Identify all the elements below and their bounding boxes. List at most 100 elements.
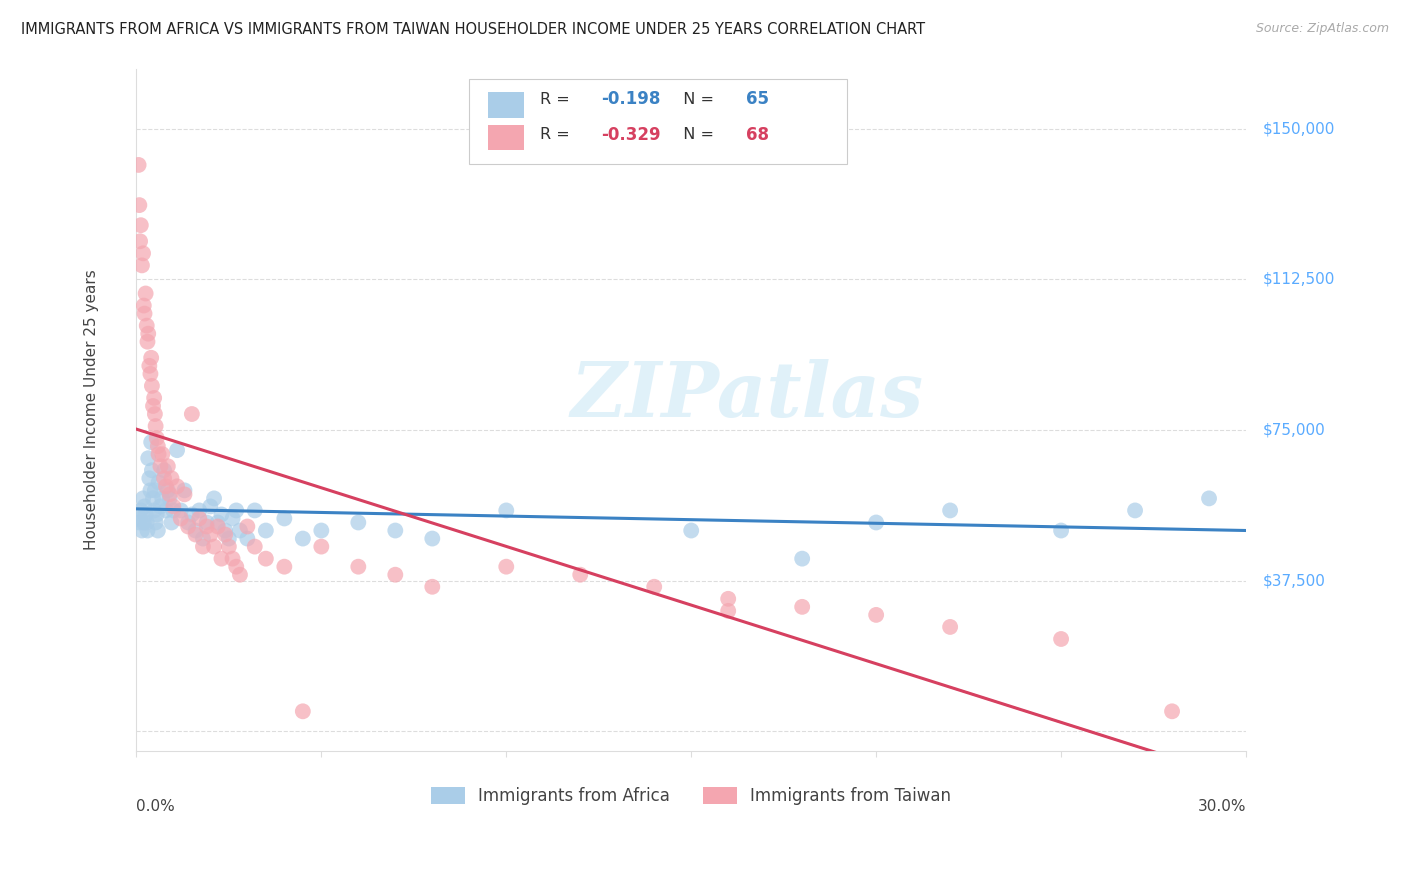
Point xyxy=(225,503,247,517)
Point xyxy=(173,483,195,498)
Point xyxy=(146,439,169,453)
Point xyxy=(145,431,167,445)
Point xyxy=(146,524,169,538)
Point xyxy=(170,503,193,517)
Point xyxy=(132,491,155,506)
Point xyxy=(177,516,200,530)
Point xyxy=(141,435,163,450)
Point xyxy=(139,483,162,498)
Point xyxy=(384,524,406,538)
Legend: Immigrants from Africa, Immigrants from Taiwan: Immigrants from Africa, Immigrants from … xyxy=(425,780,957,812)
Point xyxy=(143,483,166,498)
Point xyxy=(681,524,703,538)
Point xyxy=(384,567,406,582)
Point xyxy=(143,503,166,517)
Point xyxy=(643,580,665,594)
Point xyxy=(865,516,887,530)
Point xyxy=(236,532,259,546)
Point xyxy=(236,519,259,533)
Point xyxy=(132,299,155,313)
Point xyxy=(129,511,152,525)
Point xyxy=(1123,503,1146,517)
Point xyxy=(128,198,150,212)
Point xyxy=(132,246,155,260)
Text: $75,000: $75,000 xyxy=(1263,423,1326,438)
Point xyxy=(141,379,163,393)
Point xyxy=(170,511,193,525)
Point xyxy=(160,471,183,485)
Point xyxy=(145,516,167,530)
Point xyxy=(166,443,188,458)
Point xyxy=(218,532,240,546)
Text: ZIPatlas: ZIPatlas xyxy=(571,359,924,434)
Point xyxy=(162,503,184,517)
Point xyxy=(138,471,160,485)
Point xyxy=(717,591,740,606)
Text: $150,000: $150,000 xyxy=(1263,121,1336,136)
Point xyxy=(229,524,252,538)
Point xyxy=(177,519,200,533)
Point xyxy=(569,567,592,582)
Point xyxy=(221,511,243,525)
Point xyxy=(128,158,150,172)
Point xyxy=(273,511,295,525)
Point xyxy=(254,551,277,566)
Point xyxy=(202,540,225,554)
Point xyxy=(136,334,159,349)
Point xyxy=(420,532,443,546)
Point xyxy=(136,451,159,466)
Point xyxy=(200,527,222,541)
Point xyxy=(495,503,517,517)
Point xyxy=(191,532,214,546)
Point xyxy=(195,516,218,530)
Point xyxy=(135,286,157,301)
FancyBboxPatch shape xyxy=(470,78,846,164)
Point xyxy=(200,500,222,514)
Point xyxy=(153,471,176,485)
Point xyxy=(155,479,177,493)
Point xyxy=(166,479,188,493)
Text: 65: 65 xyxy=(745,90,769,108)
Point xyxy=(180,508,202,522)
Point xyxy=(184,527,207,541)
Point xyxy=(141,463,163,477)
Point xyxy=(347,516,370,530)
FancyBboxPatch shape xyxy=(488,93,523,118)
Point xyxy=(211,551,233,566)
Point xyxy=(1050,524,1073,538)
Point xyxy=(792,599,814,614)
Point xyxy=(135,516,157,530)
Point xyxy=(128,516,150,530)
Text: Source: ZipAtlas.com: Source: ZipAtlas.com xyxy=(1256,22,1389,36)
Point xyxy=(173,487,195,501)
Point xyxy=(221,551,243,566)
Point xyxy=(717,604,740,618)
Point xyxy=(129,503,152,517)
Point xyxy=(211,508,233,522)
Point xyxy=(149,500,172,514)
Point xyxy=(1198,491,1220,506)
Text: N =: N = xyxy=(673,92,720,107)
Point xyxy=(243,540,266,554)
Point xyxy=(155,503,177,517)
Point xyxy=(129,234,152,248)
Point xyxy=(136,524,159,538)
Point xyxy=(225,559,247,574)
Point xyxy=(792,551,814,566)
Text: 68: 68 xyxy=(745,126,769,144)
Text: -0.198: -0.198 xyxy=(602,90,661,108)
Point xyxy=(150,447,173,461)
Point xyxy=(139,367,162,381)
Point xyxy=(150,491,173,506)
Point xyxy=(159,487,181,501)
Point xyxy=(131,524,153,538)
Text: R =: R = xyxy=(540,128,575,142)
Text: 0.0%: 0.0% xyxy=(136,799,176,814)
Text: IMMIGRANTS FROM AFRICA VS IMMIGRANTS FROM TAIWAN HOUSEHOLDER INCOME UNDER 25 YEA: IMMIGRANTS FROM AFRICA VS IMMIGRANTS FRO… xyxy=(21,22,925,37)
Point xyxy=(311,524,333,538)
Point xyxy=(132,516,155,530)
Point xyxy=(347,559,370,574)
Text: -0.329: -0.329 xyxy=(602,126,661,144)
Point xyxy=(129,218,152,232)
Point xyxy=(207,516,229,530)
